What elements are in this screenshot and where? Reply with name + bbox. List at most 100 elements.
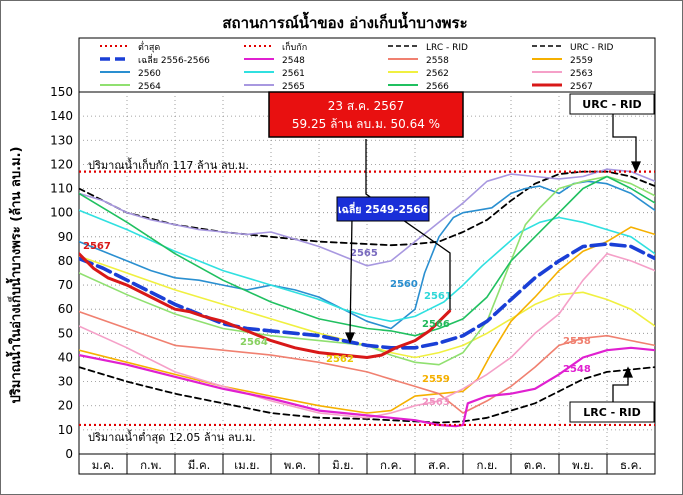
y-tick-label: 100	[50, 206, 73, 220]
legend-item: 2562	[388, 69, 449, 79]
x-tick-label: มิ.ย.	[332, 458, 354, 472]
x-tick-label: เม.ย.	[234, 458, 260, 472]
legend-item: 2548	[244, 56, 305, 66]
series-label-2558: 2558	[563, 336, 591, 347]
series-line-2562	[79, 255, 655, 359]
y-tick-label: 110	[50, 182, 73, 196]
series-line-2560	[79, 180, 655, 330]
max-level-label: ปริมาณน้ำเก็บกัก 117 ล้าน ลบ.ม.	[88, 157, 249, 172]
legend-label: 2548	[282, 56, 305, 66]
series-label-2559: 2559	[422, 374, 450, 385]
urc-box: URC - RID	[569, 93, 655, 115]
x-tick-label: พ.ย.	[572, 458, 594, 472]
legend-label: 2565	[282, 82, 305, 92]
reference-lines	[79, 170, 655, 427]
legend-label: 2558	[426, 56, 449, 66]
x-tick-label: ก.พ.	[140, 458, 162, 472]
legend-item: 2559	[532, 56, 593, 66]
series-label-2563: 2563	[422, 397, 450, 408]
x-tick-label: ก.ค.	[380, 458, 402, 472]
lrc-box-label: LRC - RID	[583, 406, 640, 419]
series-label-2560: 2560	[390, 279, 418, 290]
x-tick-label: พ.ค.	[284, 458, 307, 472]
lrc-callout-line	[612, 375, 629, 403]
y-tick-labels: 0 10 20 30 40 50 60 70 80 90 100 110 120 130 140 150	[50, 85, 73, 461]
legend-item: 2560	[100, 69, 161, 79]
series-line-2548	[79, 346, 655, 428]
callout-lines	[344, 114, 642, 403]
y-tick-label: 80	[58, 254, 73, 268]
series-labels: 2567 2565 2560 2561 2564 2562 2566 2559 …	[83, 241, 591, 408]
series-label-2565: 2565	[350, 248, 378, 259]
series-line-LRC - RID	[79, 366, 655, 424]
series-label-2562: 2562	[326, 354, 354, 365]
series-line-2565	[79, 168, 655, 267]
y-tick-label: 20	[58, 399, 73, 413]
series-line-2567	[79, 252, 452, 359]
series-label-2567: 2567	[83, 241, 111, 252]
legend-item: 2565	[244, 82, 305, 92]
y-tick-label: 70	[58, 278, 73, 292]
y-tick-label: 40	[58, 350, 73, 364]
series-label-2561: 2561	[424, 291, 452, 302]
legend-label: 2559	[570, 56, 593, 66]
legend-item: LRC - RID	[388, 43, 468, 53]
legend-label: เก็บกัก	[282, 40, 307, 53]
legend-label: 2564	[138, 82, 161, 92]
current-value-box: 23 ส.ค. 2567 59.25 ล้าน ลบ.ม. 50.64 %	[268, 91, 464, 138]
x-tick-label: ต.ค.	[524, 458, 546, 472]
legend-label: 2562	[426, 69, 449, 79]
legend-item: 2563	[532, 69, 593, 79]
legend-item: 2561	[244, 69, 305, 79]
series-lines	[79, 168, 655, 428]
legend-box	[78, 37, 656, 93]
avg-callout-arrow	[344, 332, 356, 344]
x-tick-label: ม.ค.	[92, 458, 115, 472]
y-tick-label: 30	[58, 375, 73, 389]
series-label-2566: 2566	[422, 319, 450, 330]
y-tick-label: 10	[58, 423, 73, 437]
y-tick-label: 140	[50, 109, 73, 123]
series-label-2564: 2564	[240, 337, 268, 348]
y-tick-label: 60	[58, 302, 73, 316]
y-axis-label: ปริมาณน้ำในอ่างเก็บน้ำบางพระ (ล้าน ลบ.ม.…	[5, 147, 24, 404]
legend-item: ต่ำสุด	[100, 40, 160, 53]
x-tick-label: ก.ย.	[476, 458, 497, 472]
series-line-2564	[79, 175, 655, 366]
current-date: 23 ส.ค. 2567	[328, 99, 404, 113]
x-tick-label: ธ.ค.	[620, 458, 642, 472]
urc-box-label: URC - RID	[582, 98, 641, 111]
legend-item: เก็บกัก	[244, 40, 307, 53]
legend-item: URC - RID	[532, 43, 614, 53]
current-callout-line	[365, 139, 451, 310]
legend-item: 2564	[100, 82, 161, 92]
legend-label: LRC - RID	[426, 43, 468, 53]
avg-callout-line	[349, 217, 353, 337]
x-tick-label: มี.ค.	[188, 458, 211, 472]
y-tick-label: 130	[50, 133, 73, 147]
legend-label: 2561	[282, 69, 305, 79]
min-level-label: ปริมาณน้ำต่ำสุด 12.05 ล้าน ลบ.ม.	[88, 429, 256, 444]
legend: ต่ำสุด เก็บกัก LRC - RID URC - RID เฉลี่ย 25…	[78, 37, 656, 93]
legend-item: 2558	[388, 56, 449, 66]
average-box-label: เฉลี่ย 2549-2566	[338, 201, 428, 216]
urc-callout-line	[612, 114, 637, 165]
y-tick-label: 120	[50, 157, 73, 171]
y-tick-label: 50	[58, 326, 73, 340]
series-line-2558	[79, 310, 655, 414]
legend-label: เฉลี่ย 2556-2566	[138, 53, 210, 66]
legend-label: ต่ำสุด	[138, 40, 160, 53]
lrc-box: LRC - RID	[569, 401, 655, 423]
series-label-2548: 2548	[563, 364, 591, 375]
x-tick-labels: ม.ค. ก.พ. มี.ค. เม.ย. พ.ค. มิ.ย. ก.ค. ส.ค. ก.ย. ต…	[78, 453, 656, 475]
legend-label: 2567	[570, 82, 593, 92]
legend-item: เฉลี่ย 2556-2566	[100, 53, 210, 66]
average-box: เฉลี่ย 2549-2566	[336, 196, 430, 222]
urc-callout-arrow	[630, 161, 642, 173]
series-line-2563	[79, 252, 655, 419]
x-tick-label: ส.ค.	[428, 458, 450, 472]
lrc-callout-arrow	[622, 366, 634, 378]
y-tick-label: 0	[65, 447, 73, 461]
chart-title: สถานการณ์น้ำของ อ่างเก็บน้ำบางพระ	[222, 11, 467, 32]
